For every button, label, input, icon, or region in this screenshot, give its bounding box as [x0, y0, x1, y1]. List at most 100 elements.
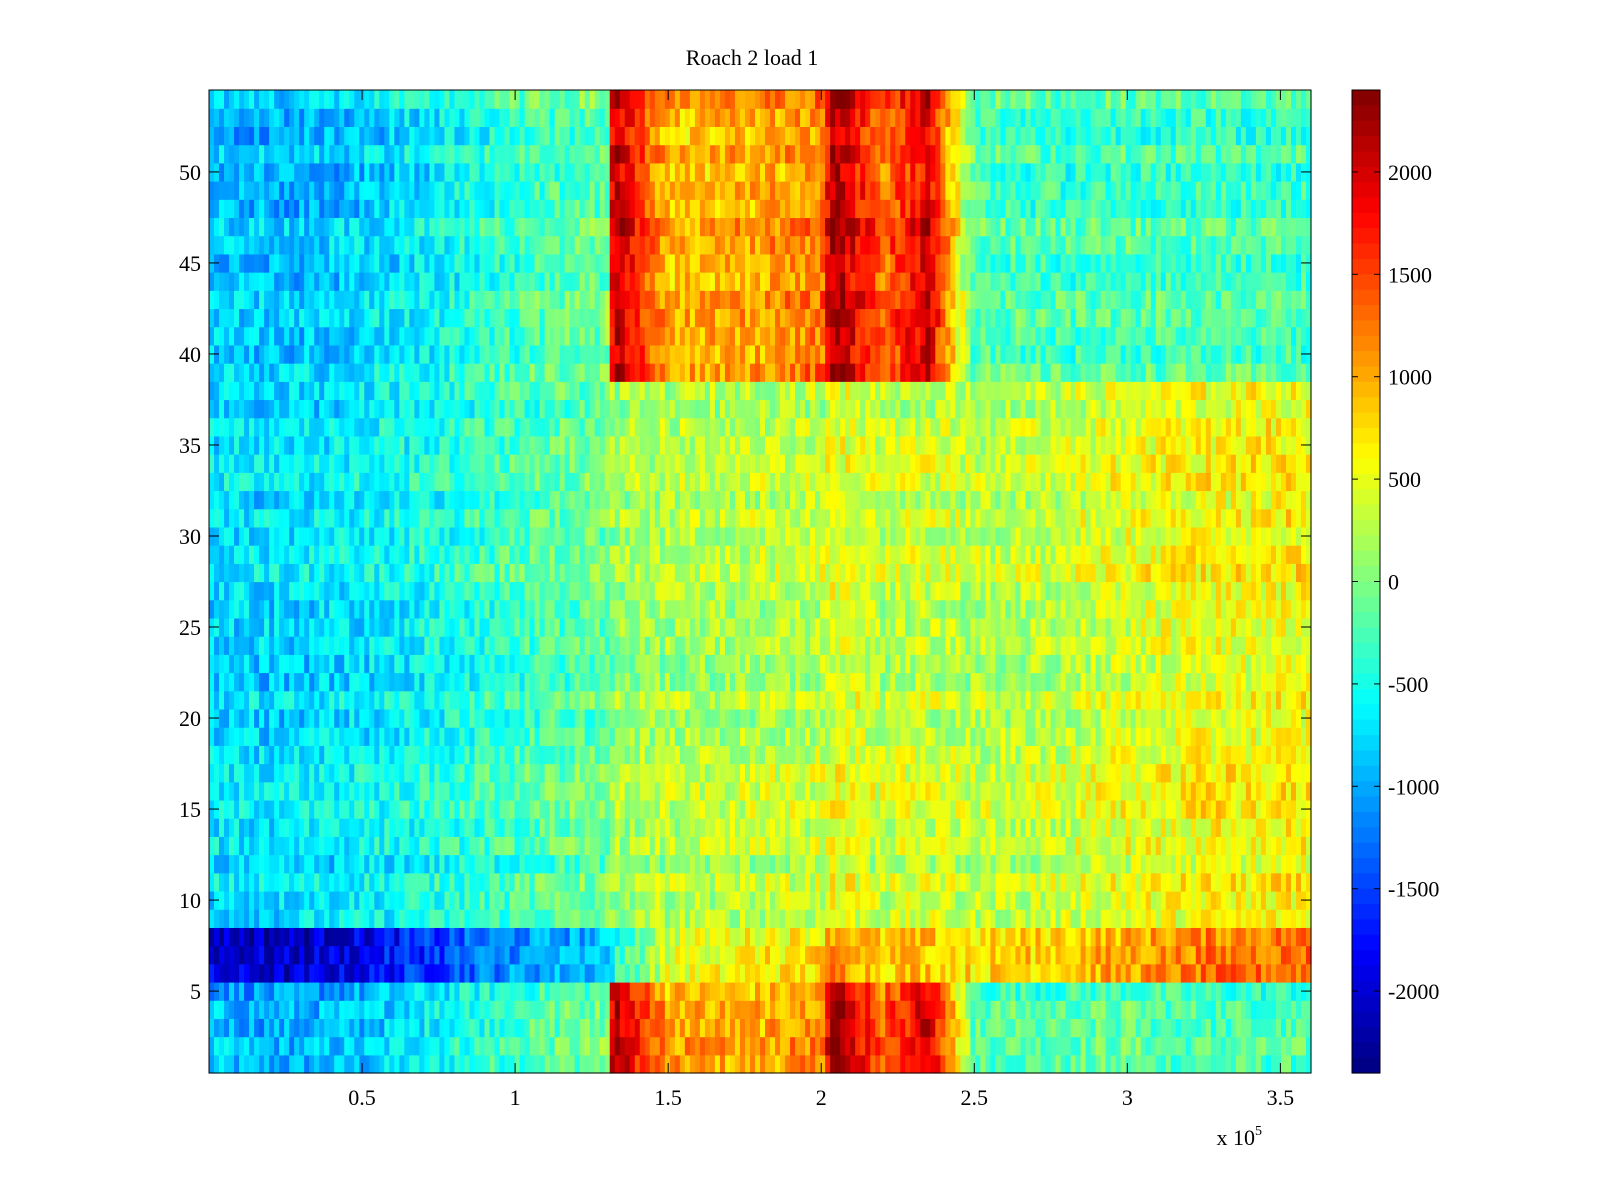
heatmap-cell	[1175, 1000, 1182, 1019]
heatmap-cell	[1220, 672, 1227, 692]
heatmap-cell	[374, 763, 380, 783]
heatmap-cell	[469, 945, 476, 965]
heatmap-cell	[1195, 854, 1202, 874]
heatmap-cell	[1190, 818, 1197, 837]
heatmap-cell	[1120, 727, 1127, 746]
heatmap-cell	[1245, 708, 1252, 728]
heatmap-cell	[1215, 963, 1222, 983]
heatmap-cell	[314, 1018, 320, 1038]
heatmap-cell	[1260, 872, 1267, 892]
heatmap-cell	[1055, 690, 1062, 710]
heatmap-cell	[504, 654, 511, 674]
heatmap-cell	[1050, 781, 1057, 801]
heatmap-cell	[714, 854, 721, 874]
heatmap-cell	[429, 854, 436, 874]
heatmap-cell	[990, 1054, 997, 1074]
heatmap-cell	[1090, 727, 1097, 746]
heatmap-cell	[1165, 890, 1172, 910]
heatmap-cell	[805, 890, 811, 910]
heatmap-cell	[995, 690, 1002, 710]
heatmap-cell	[930, 672, 936, 692]
heatmap-cell	[634, 890, 641, 910]
heatmap-cell	[1100, 1036, 1107, 1056]
heatmap-cell	[329, 927, 335, 947]
heatmap-cell	[885, 1000, 891, 1019]
heatmap-cell	[1275, 818, 1282, 837]
heatmap-cell	[995, 890, 1002, 910]
heatmap-cell	[1205, 927, 1212, 947]
heatmap-cell	[324, 890, 330, 910]
heatmap-cell	[609, 799, 616, 819]
heatmap-cell	[925, 981, 931, 1001]
heatmap-cell	[354, 799, 360, 819]
heatmap-cell	[234, 1000, 240, 1019]
heatmap-cell	[599, 1054, 606, 1074]
heatmap-cell	[729, 1036, 736, 1056]
heatmap-cell	[940, 745, 946, 765]
heatmap-cell	[224, 654, 230, 674]
heatmap-cell	[890, 1036, 896, 1056]
heatmap-cell	[349, 836, 355, 856]
heatmap-cell	[815, 690, 821, 710]
heatmap-cell	[1020, 854, 1027, 874]
heatmap-cell	[885, 872, 891, 892]
heatmap-cell	[1060, 927, 1067, 947]
heatmap-cell	[239, 745, 245, 765]
heatmap-cell	[529, 708, 536, 728]
heatmap-cell	[374, 1054, 380, 1074]
heatmap-cell	[1185, 909, 1192, 928]
heatmap-cell	[449, 654, 456, 674]
heatmap-cell	[955, 909, 961, 928]
heatmap-cell	[815, 963, 821, 983]
heatmap-cell	[900, 927, 906, 947]
heatmap-cell	[439, 781, 446, 801]
heatmap-cell	[1210, 672, 1217, 692]
heatmap-cell	[644, 781, 651, 801]
heatmap-cell	[855, 1000, 861, 1019]
heatmap-cell	[875, 963, 881, 983]
heatmap-cell	[1215, 781, 1222, 801]
heatmap-cell	[544, 927, 551, 947]
heatmap-cell	[694, 945, 701, 965]
heatmap-cell	[339, 672, 345, 692]
heatmap-cell	[744, 909, 751, 928]
heatmap-cell	[1040, 836, 1047, 856]
heatmap-cell	[1110, 854, 1117, 874]
heatmap-cell	[709, 927, 716, 947]
heatmap-cell	[394, 1018, 400, 1038]
heatmap-cell	[379, 909, 385, 928]
heatmap-cell	[474, 854, 481, 874]
heatmap-cell	[309, 1000, 315, 1019]
heatmap-cell	[1010, 708, 1017, 728]
heatmap-cell	[264, 763, 270, 783]
heatmap-cell	[1165, 927, 1172, 947]
heatmap-cell	[1065, 690, 1072, 710]
heatmap-cell	[509, 872, 516, 892]
heatmap-cell	[564, 1036, 571, 1056]
heatmap-cell	[264, 1000, 270, 1019]
heatmap-cell	[669, 836, 676, 856]
heatmap-cell	[850, 981, 856, 1001]
heatmap-cell	[1260, 1036, 1267, 1056]
heatmap-cell	[990, 745, 997, 765]
heatmap-cell	[244, 799, 250, 819]
heatmap-cell	[1035, 763, 1042, 783]
heatmap-cell	[1230, 745, 1237, 765]
heatmap-cell	[980, 890, 987, 910]
heatmap-cell	[409, 818, 415, 837]
heatmap-cell	[1290, 1000, 1297, 1019]
heatmap-cell	[1080, 708, 1087, 728]
heatmap-cell	[1005, 1036, 1012, 1056]
heatmap-cell	[389, 690, 395, 710]
heatmap-cell	[910, 708, 916, 728]
heatmap-cell	[825, 690, 831, 710]
heatmap-cell	[870, 781, 876, 801]
heatmap-cell	[494, 909, 501, 928]
heatmap-cell	[1195, 818, 1202, 837]
heatmap-cell	[1185, 690, 1192, 710]
heatmap-cell	[1195, 727, 1202, 746]
heatmap-cell	[304, 945, 310, 965]
heatmap-cell	[429, 872, 436, 892]
heatmap-cell	[1035, 854, 1042, 874]
heatmap-cell	[1085, 1054, 1092, 1074]
